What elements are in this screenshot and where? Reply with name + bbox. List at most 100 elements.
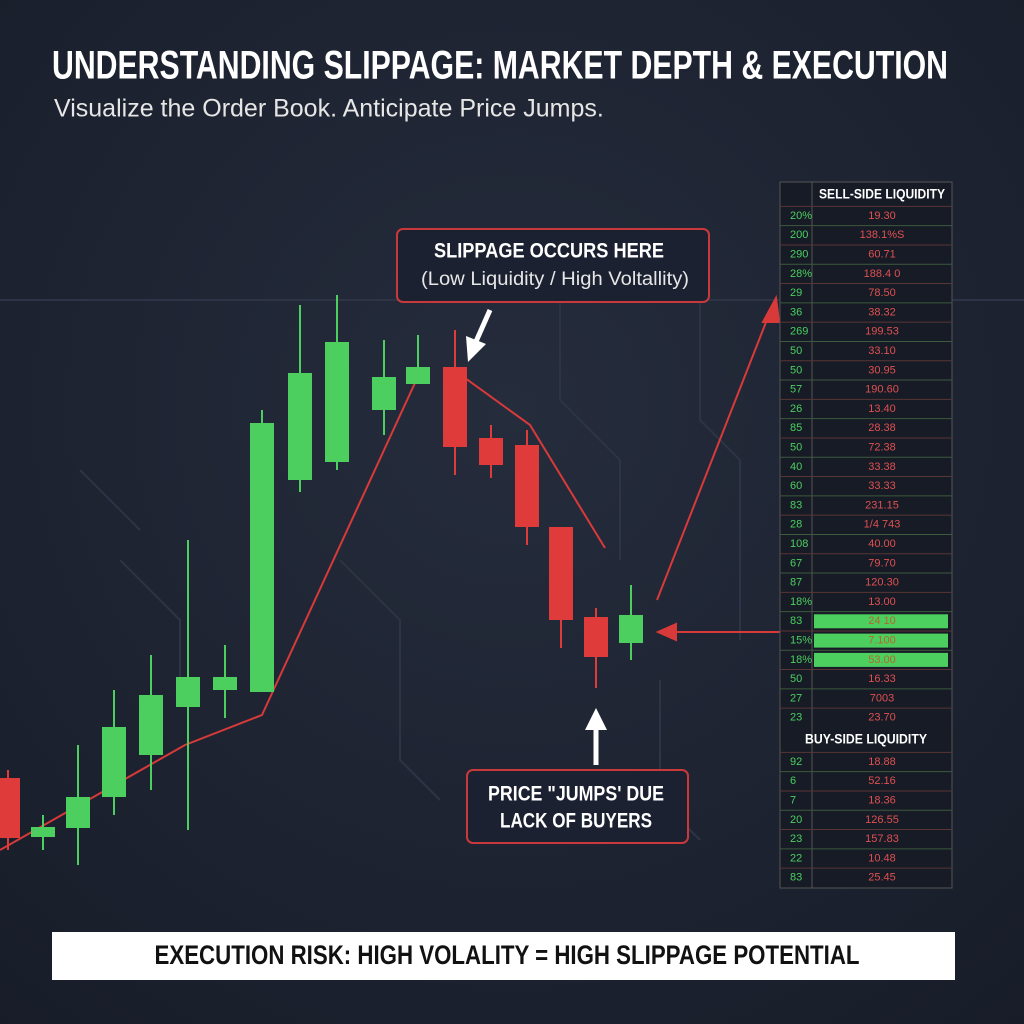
book-title: BUY-SIDE LIQUIDITY — [805, 731, 928, 747]
book-price: 38.32 — [868, 306, 896, 318]
candle-body — [443, 367, 467, 447]
book-price: 1/4 743 — [864, 519, 901, 531]
callout-box — [466, 769, 689, 844]
book-size: 27 — [790, 692, 802, 704]
book-price: 40.00 — [868, 538, 896, 550]
book-price: 79.70 — [868, 557, 896, 569]
book-size: 28% — [790, 268, 812, 280]
candle-body — [139, 695, 163, 755]
book-size: 7 — [790, 795, 796, 807]
book-size: 15% — [790, 635, 812, 647]
book-size: 87 — [790, 577, 802, 589]
book-price: 13.00 — [868, 596, 896, 608]
book-size: 67 — [790, 557, 802, 569]
book-price: 33.38 — [868, 461, 896, 473]
order-book: SELL-SIDE LIQUIDITY 20% 19.30 200 138.1%S 290… — [779, 181, 953, 889]
book-size: 108 — [790, 538, 808, 550]
book-price: 33.33 — [868, 480, 896, 492]
book-size: 36 — [790, 306, 802, 318]
trend-lines — [0, 294, 782, 851]
book-price: 23.70 — [868, 712, 896, 724]
book-size: 29 — [790, 287, 802, 299]
candle-body — [250, 423, 274, 692]
book-size: 83 — [790, 872, 802, 884]
callout-text: LACK OF BUYERS — [500, 810, 652, 833]
candle-body — [102, 727, 126, 797]
book-price: 157.83 — [865, 833, 899, 845]
candle-body — [479, 438, 503, 465]
book-price: 13.40 — [868, 403, 896, 415]
book-size: 57 — [790, 384, 802, 396]
book-price: 24 10 — [868, 615, 896, 627]
book-price: 188.4 0 — [864, 268, 901, 280]
book-price: 190.60 — [865, 384, 899, 396]
footer-banner — [52, 932, 955, 980]
book-size: 83 — [790, 499, 802, 511]
candle-body — [549, 527, 573, 620]
subtitle: Visualize the Order Book. Anticipate Pri… — [54, 95, 604, 123]
book-size: 200 — [790, 229, 808, 241]
callout-note: (Low Liquidity / High Voltallity) — [421, 269, 689, 290]
callout-text: PRICE "JUMPS' DUE — [488, 783, 664, 806]
book-size: 18% — [790, 596, 812, 608]
row-highlight — [814, 652, 948, 667]
book-size: 50 — [790, 442, 802, 454]
book-size: 50 — [790, 364, 802, 376]
book-size: 50 — [790, 673, 802, 685]
book-price: 25.45 — [868, 872, 896, 884]
book-price: 28.38 — [868, 422, 896, 434]
candle-body — [0, 778, 20, 838]
row-highlight — [814, 614, 948, 629]
book-title: SELL-SIDE LIQUIDITY — [819, 186, 946, 202]
book-size: 6 — [790, 775, 796, 787]
book-size: 40 — [790, 461, 802, 473]
candle-body — [515, 445, 539, 527]
callout-box — [396, 228, 710, 303]
candle-body — [406, 367, 430, 384]
book-price: 10.48 — [868, 852, 896, 864]
candle-body — [213, 677, 237, 690]
book-price: 138.1%S — [860, 229, 905, 241]
book-price: 16.33 — [868, 673, 896, 685]
book-size: 23 — [790, 833, 802, 845]
book-size: 60 — [790, 480, 802, 492]
candle-body — [176, 677, 200, 707]
book-price: 120.30 — [865, 577, 899, 589]
book-price: 53.00 — [868, 654, 896, 666]
callout-title: SLIPPAGE OCCURS HERE — [434, 240, 664, 263]
book-price: 30.95 — [868, 364, 896, 376]
book-price: 52.16 — [868, 775, 896, 787]
candle-body — [584, 617, 608, 657]
book-size: 20% — [790, 210, 812, 222]
book-price: 78.50 — [868, 287, 896, 299]
book-price: 33.10 — [868, 345, 896, 357]
book-size: 26 — [790, 403, 802, 415]
candle-body — [288, 373, 312, 480]
candle-body — [66, 797, 90, 828]
title: UNDERSTANDING SLIPPAGE: MARKET DEPTH & E… — [52, 44, 948, 88]
book-price: 199.53 — [865, 326, 899, 338]
footer-text: EXECUTION RISK: HIGH VOLALITY = HIGH SLI… — [155, 940, 860, 970]
candle-body — [325, 342, 349, 462]
book-size: 20 — [790, 814, 802, 826]
book-price: 18.36 — [868, 795, 896, 807]
book-price: 60.71 — [868, 249, 896, 261]
book-price: 72.38 — [868, 442, 896, 454]
candles — [0, 295, 643, 865]
book-size: 22 — [790, 852, 802, 864]
book-size: 85 — [790, 422, 802, 434]
book-size: 92 — [790, 756, 802, 768]
candle-body — [372, 377, 396, 410]
book-price: 7.100 — [868, 635, 896, 647]
pointer-arrows — [466, 308, 607, 765]
book-size: 50 — [790, 345, 802, 357]
book-frame — [779, 181, 953, 889]
book-size: 18% — [790, 654, 812, 666]
book-size: 28 — [790, 519, 802, 531]
candle-body — [619, 615, 643, 643]
book-size: 269 — [790, 326, 808, 338]
book-size: 83 — [790, 615, 802, 627]
book-price: 7003 — [870, 692, 894, 704]
book-price: 126.55 — [865, 814, 899, 826]
